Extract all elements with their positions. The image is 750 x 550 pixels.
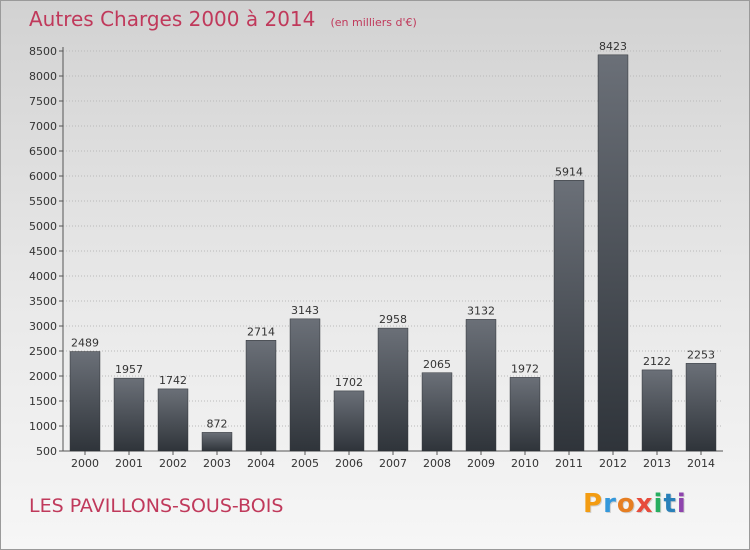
x-tick-label: 2006 [335, 457, 363, 470]
logo-letter: P [583, 489, 604, 519]
logo-letter: i [676, 489, 687, 519]
data-label: 8423 [599, 40, 627, 53]
bars [69, 54, 717, 452]
bar [509, 377, 541, 452]
x-tick-label: 2005 [291, 457, 319, 470]
bar [113, 377, 145, 452]
data-label: 1972 [511, 362, 539, 375]
bar [333, 390, 365, 452]
x-tick-label: 2007 [379, 457, 407, 470]
data-label: 1742 [159, 374, 187, 387]
bar [289, 318, 321, 452]
y-tick-label: 4500 [29, 245, 57, 258]
bar [685, 363, 717, 452]
bar [69, 351, 101, 452]
y-tick-label: 1000 [29, 420, 57, 433]
y-tick-label: 6500 [29, 145, 57, 158]
x-tick-label: 2001 [115, 457, 143, 470]
bar [421, 372, 453, 452]
y-tick-label: 7500 [29, 95, 57, 108]
bar [245, 340, 277, 452]
bar [377, 327, 409, 452]
title-block: Autres Charges 2000 à 2014 (en milliers … [29, 7, 417, 31]
data-label: 1957 [115, 363, 143, 376]
y-tick-label: 4000 [29, 270, 57, 283]
data-label: 872 [207, 417, 228, 430]
chart-subtitle: (en milliers d'€) [330, 16, 417, 29]
x-tick-label: 2003 [203, 457, 231, 470]
x-tick-label: 2004 [247, 457, 275, 470]
data-labels: 2489 1957 1742 872 2714 3143 1702 2958 2065 3132 1… [71, 40, 715, 431]
y-tick-label: 3500 [29, 295, 57, 308]
x-tick-label: 2011 [555, 457, 583, 470]
x-tick-label: 2009 [467, 457, 495, 470]
y-tick-label: 5000 [29, 220, 57, 233]
y-tick-label: 500 [36, 445, 57, 458]
x-tick-label: 2014 [687, 457, 715, 470]
data-label: 5914 [555, 165, 583, 178]
y-tick-label: 8000 [29, 70, 57, 83]
data-label: 2253 [687, 348, 715, 361]
y-tick-label: 3000 [29, 320, 57, 333]
y-tick-label: 2000 [29, 370, 57, 383]
bar [201, 432, 233, 452]
y-tick-label: 1500 [29, 395, 57, 408]
bar [641, 369, 673, 452]
x-tick-label: 2008 [423, 457, 451, 470]
chart-title: Autres Charges 2000 à 2014 [29, 7, 316, 31]
data-label: 2065 [423, 358, 451, 371]
proxiti-logo[interactable]: Proxiti [583, 489, 687, 519]
bar [465, 319, 497, 452]
logo-letter: i [653, 489, 664, 519]
data-label: 2489 [71, 337, 99, 350]
data-label: 1702 [335, 376, 363, 389]
logo-letter: x [635, 489, 654, 519]
x-tick-label: 2013 [643, 457, 671, 470]
logo-letter: o [616, 489, 636, 519]
logo-letter: t [663, 489, 677, 519]
data-label: 3143 [291, 304, 319, 317]
y-tick-label: 7000 [29, 120, 57, 133]
x-tick-label: 2012 [599, 457, 627, 470]
x-tick-labels: 2000 2001 2002 2003 2004 2005 2006 2007 2008 2009… [71, 457, 715, 470]
y-tick-label: 8500 [29, 45, 57, 58]
y-tick-labels: 500 1000 1500 2000 2500 3000 3500 4000 4500 5000 5… [29, 45, 57, 458]
x-tick-label: 2010 [511, 457, 539, 470]
x-tick-label: 2000 [71, 457, 99, 470]
y-tick-label: 5500 [29, 195, 57, 208]
logo-letter: r [603, 489, 617, 519]
data-label: 3132 [467, 304, 495, 317]
data-label: 2714 [247, 325, 275, 338]
data-label: 2958 [379, 313, 407, 326]
location-label: LES PAVILLONS-SOUS-BOIS [29, 495, 284, 517]
data-label: 2122 [643, 355, 671, 368]
y-tick-label: 2500 [29, 345, 57, 358]
bar [597, 54, 629, 452]
bar [553, 180, 585, 452]
y-tick-label: 6000 [29, 170, 57, 183]
bar [157, 388, 189, 452]
x-tick-label: 2002 [159, 457, 187, 470]
